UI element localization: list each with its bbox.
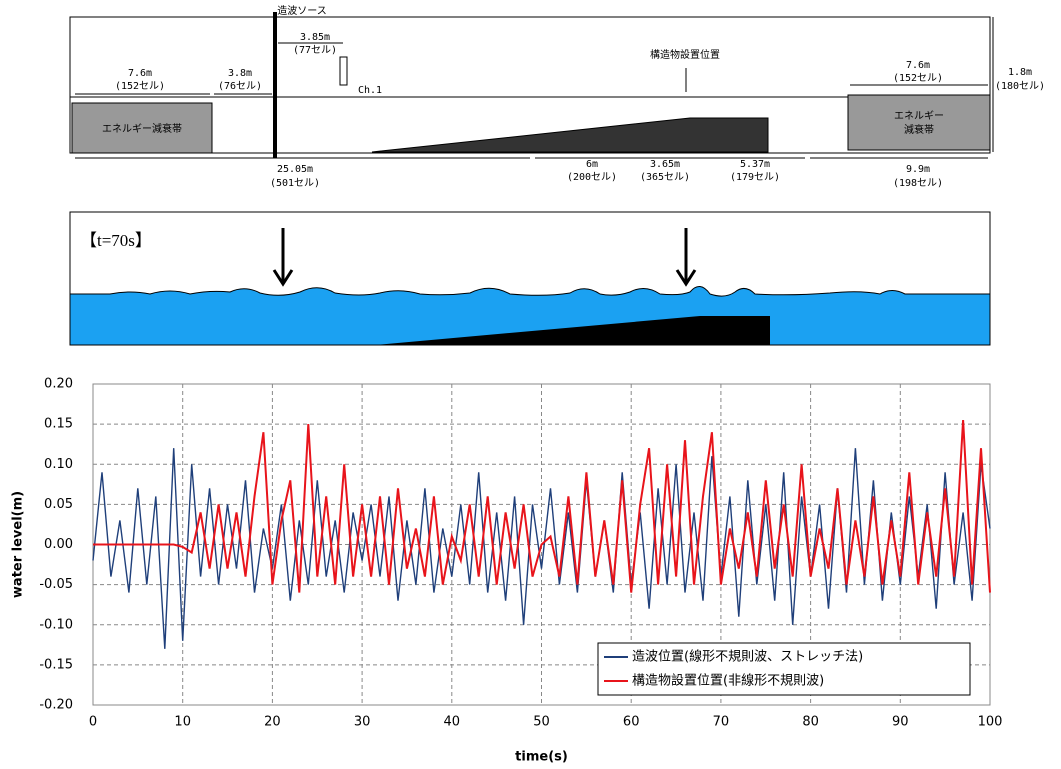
arrow (675, 228, 697, 287)
snapshot-label: 【t=70s】 (80, 231, 152, 250)
x-tick-label: 70 (713, 715, 730, 730)
label: エネルギー減衰帯 (102, 122, 182, 135)
tank-diagram: 造波ソース 7.6m (152セル) 3.8m (76セル) 3.85m (77… (69, 4, 1045, 189)
legend-label: 造波位置(線形不規則波、ストレッチ法) (632, 649, 863, 665)
y-tick-label: 0.10 (44, 457, 73, 472)
y-tick-label: -0.10 (39, 617, 73, 632)
x-tick-label: 50 (533, 715, 550, 730)
x-tick-label: 0 (89, 715, 97, 730)
label: 5.37m (740, 159, 770, 170)
x-tick-label: 20 (264, 715, 281, 730)
label: 7.6m (128, 68, 152, 79)
label: (501セル) (270, 177, 320, 189)
series-line (93, 420, 991, 593)
label: 25.05m (277, 164, 313, 175)
label: (365セル) (640, 171, 690, 183)
x-tick-label: 60 (623, 715, 640, 730)
label: (77セル) (293, 44, 337, 56)
legend-label: 構造物設置位置(非線形不規則波) (632, 673, 824, 689)
x-tick-label: 100 (978, 715, 1003, 730)
label: 3.85m (300, 32, 330, 43)
label: (179セル) (730, 171, 780, 183)
x-tick-label: 90 (892, 715, 909, 730)
legend-box (597, 642, 971, 696)
absorber-right (847, 94, 991, 151)
snapshot: 【t=70s】 (69, 211, 991, 346)
label: (76セル) (218, 80, 262, 92)
label: (180セル) (995, 80, 1045, 92)
y-tick-label: -0.15 (39, 657, 73, 672)
label: 9.9m (906, 164, 930, 175)
label: 造波ソース (277, 4, 327, 17)
y-tick-label: 0.05 (44, 497, 73, 512)
structure (371, 117, 769, 153)
label: (198セル) (893, 177, 943, 189)
y-tick-label: -0.20 (39, 698, 73, 713)
label: (200セル) (567, 171, 617, 183)
label: 6m (586, 159, 598, 170)
y-tick-label: 0.15 (44, 417, 73, 432)
label: 7.6m (906, 60, 930, 71)
label: 構造物設置位置 (650, 48, 720, 61)
label: 3.8m (228, 68, 252, 79)
x-tick-label: 30 (354, 715, 371, 730)
label: 3.65m (650, 159, 680, 170)
label: (152セル) (893, 72, 943, 84)
label: 1.8m (1008, 67, 1032, 78)
x-tick-label: 40 (444, 715, 461, 730)
absorber-left (71, 102, 213, 154)
gauge (339, 56, 348, 86)
y-tick-label: 0.20 (44, 377, 73, 392)
y-tick-label: 0.00 (44, 537, 73, 552)
x-tick-label: 80 (802, 715, 819, 730)
chart: 0.20 0.15 0.10 0.05 0.00 -0.05 -0.10 -0.15 -0.20… (11, 377, 1003, 765)
x-tick-label: 10 (174, 715, 191, 730)
tank (69, 16, 991, 154)
x-axis-label: time(s) (515, 750, 568, 765)
label: 減衰帯 (904, 123, 934, 136)
y-axis-label: water level(m) (11, 491, 26, 598)
arrow (272, 228, 294, 287)
structure (375, 316, 770, 345)
label: (152セル) (115, 80, 165, 92)
label: Ch.1 (358, 85, 382, 96)
label: エネルギー (894, 110, 944, 122)
y-tick-label: -0.05 (39, 577, 73, 592)
